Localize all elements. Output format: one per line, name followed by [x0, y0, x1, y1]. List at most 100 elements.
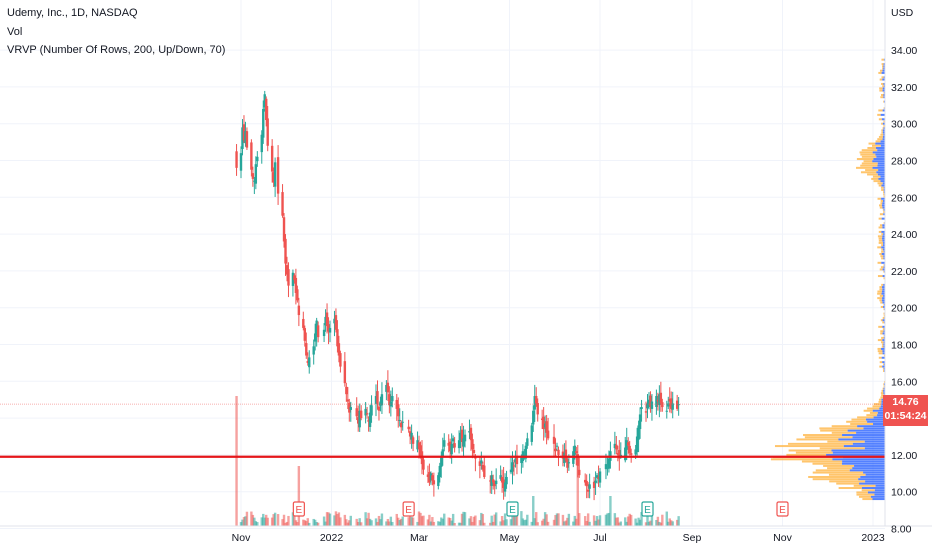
volume-bar: [297, 466, 301, 526]
profile-row-up: [872, 409, 885, 412]
profile-row-down: [883, 385, 885, 388]
candle-body: [635, 436, 639, 453]
volume-bar: [563, 521, 566, 526]
candle-body: [566, 459, 569, 468]
profile-row-down: [880, 202, 883, 205]
vrvp-legend[interactable]: VRVP (Number Of Rows, 200, Up/Down, 70): [7, 44, 226, 56]
volume-bar: [254, 521, 258, 526]
profile-row-up: [859, 482, 885, 485]
volume-bar: [339, 517, 342, 526]
profile-row-up: [880, 144, 885, 147]
volume-bar: [334, 511, 338, 526]
y-tick-label: 28.00: [891, 156, 917, 168]
volume-bar: [305, 521, 308, 526]
profile-row-up: [883, 392, 885, 395]
candle-body: [380, 394, 384, 406]
volume-bar: [499, 521, 502, 526]
volume-bar: [671, 521, 674, 526]
profile-row-up: [873, 422, 885, 425]
profile-row-up: [858, 478, 885, 481]
volume-bar: [411, 517, 415, 526]
candle-body: [546, 430, 550, 439]
volume-bar: [540, 520, 544, 526]
profile-row-down: [878, 398, 882, 401]
volume-bar: [437, 521, 440, 526]
profile-row-down: [873, 180, 881, 183]
y-axis-unit: USD: [891, 7, 914, 19]
profile-row-up: [860, 475, 885, 478]
volume-bar: [443, 513, 446, 526]
volume-bar: [457, 522, 461, 526]
candle-body: [615, 444, 618, 450]
volume-bar: [625, 521, 628, 526]
profile-row-up: [861, 487, 885, 490]
volume-bar: [637, 517, 640, 526]
profile-row-down: [877, 197, 882, 200]
volume-bar: [395, 513, 398, 526]
volume-bar: [493, 514, 496, 526]
profile-row-down: [882, 343, 884, 346]
volume-bar: [594, 520, 597, 526]
volume-bar: [616, 517, 620, 526]
candle-body: [345, 386, 348, 395]
volume-bar: [285, 521, 289, 526]
earnings-marker[interactable]: E: [641, 501, 654, 517]
earnings-marker[interactable]: E: [776, 501, 789, 517]
candle-body: [594, 480, 597, 483]
profile-row-down: [880, 266, 884, 269]
profile-row-down: [881, 131, 883, 134]
profile-row-up: [882, 332, 885, 335]
volume-bar: [308, 522, 311, 526]
volume-bar: [462, 511, 465, 526]
profile-row-down: [881, 58, 884, 61]
volume-bar: [239, 522, 243, 526]
earnings-marker[interactable]: E: [292, 501, 305, 517]
candle-body: [665, 410, 668, 412]
earnings-marker[interactable]: E: [402, 501, 415, 517]
candle-body: [554, 448, 557, 452]
volume-bar: [410, 517, 413, 526]
volume-bar: [659, 522, 663, 526]
candle-body: [588, 484, 591, 489]
profile-row-down: [801, 460, 843, 463]
candle-body: [440, 456, 443, 467]
profile-row-down: [881, 76, 884, 79]
candle-body: [471, 439, 474, 450]
candle-body: [235, 151, 238, 168]
symbol-legend[interactable]: Udemy, Inc., 1D, NASDAQ: [7, 7, 138, 19]
candle-body: [250, 142, 253, 170]
volume-legend[interactable]: Vol: [7, 26, 23, 38]
volume-bar: [665, 511, 668, 526]
volume-bar: [640, 512, 643, 526]
profile-row-up: [865, 418, 885, 421]
profile-row-down: [877, 350, 883, 353]
volume-bar: [431, 517, 434, 526]
profile-row-down: [856, 493, 875, 496]
profile-row-down: [881, 63, 884, 66]
volume-bar: [576, 466, 579, 526]
earnings-marker-label: E: [296, 505, 303, 516]
earnings-marker[interactable]: E: [506, 501, 519, 517]
candle-body: [305, 343, 308, 356]
candle-body: [287, 269, 290, 286]
volume-bar: [520, 511, 523, 526]
profile-row-up: [883, 208, 885, 211]
volume-bars: [235, 396, 680, 526]
profile-row-down: [880, 255, 884, 258]
volume-bar: [463, 512, 467, 526]
volume-bar: [583, 516, 587, 526]
profile-row-down: [883, 195, 885, 198]
candle-body: [284, 238, 287, 264]
volume-bar: [359, 522, 363, 526]
candle-body: [561, 451, 565, 459]
profile-row-up: [875, 142, 885, 145]
candle-body: [346, 399, 350, 402]
candle-body: [555, 445, 559, 447]
profile-row-up: [883, 133, 885, 136]
candle-body: [428, 472, 431, 483]
profile-row-up: [867, 420, 885, 423]
earnings-marker-box: [776, 501, 789, 517]
candle-body: [407, 426, 410, 430]
